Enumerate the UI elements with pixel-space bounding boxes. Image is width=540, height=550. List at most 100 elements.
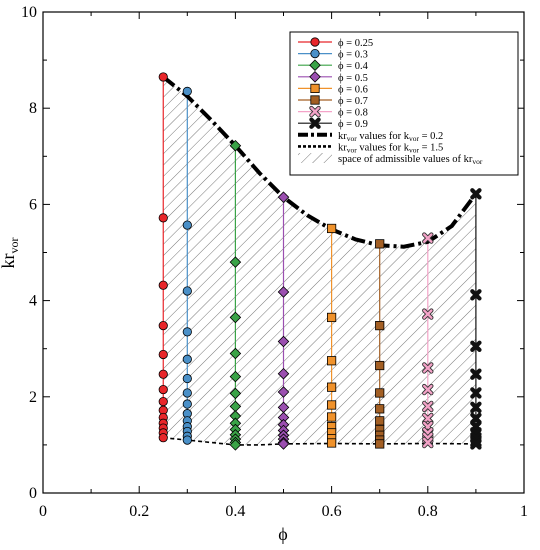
- data-point: [326, 223, 337, 234]
- x-tick-label: 1: [520, 503, 528, 520]
- data-point: [158, 384, 168, 395]
- data-point: [229, 387, 242, 400]
- legend-marker: [309, 71, 321, 83]
- legend-marker: [310, 95, 320, 105]
- data-point: [182, 327, 192, 337]
- bound-curves: [162, 75, 478, 446]
- data-point: [277, 386, 290, 398]
- data-point: [277, 367, 290, 380]
- data-point: [182, 354, 192, 364]
- legend-label: ϕ = 0.8: [338, 108, 368, 119]
- x-tick-label: 0: [39, 503, 47, 520]
- data-point: [182, 388, 192, 398]
- hatch-area: [163, 76, 476, 445]
- data-point: [326, 412, 337, 422]
- legend-label: ϕ = 0.7: [338, 96, 368, 107]
- y-tick-label: 10: [21, 4, 37, 21]
- legend-label: ϕ = 0.6: [338, 84, 368, 95]
- data-point: [229, 439, 242, 451]
- data-point: [158, 433, 168, 443]
- y-tick-label: 6: [29, 196, 37, 213]
- data-point: [422, 232, 434, 244]
- data-point: [158, 349, 168, 360]
- data-point: [182, 373, 192, 384]
- x-axis-label: ϕ: [278, 524, 287, 544]
- data-point: [375, 416, 385, 426]
- data-point: [182, 435, 192, 445]
- legend-label: ϕ = 0.5: [338, 73, 368, 84]
- data-point: [277, 286, 290, 298]
- legend-label: ϕ = 0.3: [338, 50, 368, 61]
- lower-bound-curve: [163, 436, 476, 446]
- legend: ϕ = 0.25ϕ = 0.3ϕ = 0.4ϕ = 0.5ϕ = 0.6ϕ = …: [289, 31, 519, 176]
- admissible-region: [163, 76, 476, 445]
- data-point: [422, 383, 434, 396]
- data-point: [470, 368, 482, 380]
- x-tick-label: 0.4: [225, 503, 245, 520]
- y-axis-label: krvor: [0, 238, 21, 269]
- y-tick-label: 2: [29, 389, 37, 406]
- data-point: [182, 286, 192, 296]
- legend-marker: [309, 59, 321, 71]
- data-point: [326, 400, 337, 410]
- data-point: [277, 191, 290, 203]
- data-point: [375, 439, 385, 449]
- data-point: [375, 360, 385, 371]
- legend-label: ϕ = 0.9: [338, 119, 368, 130]
- x-tick-label: 0.2: [129, 503, 149, 520]
- data-point: [229, 347, 242, 360]
- data-point: [375, 388, 385, 398]
- data-point: [470, 340, 482, 352]
- data-point: [470, 438, 482, 450]
- legend-label: ϕ = 0.25: [338, 38, 373, 49]
- legend-marker: [310, 48, 320, 59]
- upper-bound-curve: [162, 75, 478, 249]
- legend-hatch: [298, 153, 332, 163]
- data-point: [326, 382, 337, 392]
- data-point: [422, 308, 434, 320]
- data-point: [422, 362, 434, 374]
- data-point: [326, 356, 337, 366]
- legend-label: krvor values for kvor = 1.5: [338, 142, 443, 154]
- data-point: [277, 335, 290, 348]
- data-point: [182, 220, 192, 230]
- data-point: [326, 438, 337, 448]
- data-point: [470, 412, 482, 425]
- data-point: [158, 321, 168, 331]
- x-tick-label: 0.6: [322, 503, 342, 520]
- data-point: [470, 401, 482, 414]
- series-markers: [158, 72, 482, 451]
- data-point: [375, 404, 385, 414]
- data-point: [229, 370, 242, 383]
- data-point: [470, 387, 482, 399]
- y-tick-label: 4: [29, 293, 37, 310]
- data-point: [229, 139, 242, 152]
- y-tick-label: 0: [29, 485, 37, 502]
- data-point: [277, 438, 290, 450]
- x-tick-label: 0.8: [418, 503, 438, 520]
- data-point: [158, 213, 168, 223]
- legend-marker: [310, 83, 320, 93]
- data-point: [158, 369, 168, 379]
- data-point: [422, 412, 434, 425]
- data-point: [182, 86, 192, 96]
- y-tick-label: 8: [29, 100, 37, 117]
- data-point: [158, 280, 168, 290]
- data-point: [158, 397, 168, 407]
- legend-label: ϕ = 0.4: [338, 61, 369, 72]
- legend-marker: [309, 117, 321, 129]
- legend-marker: [310, 37, 320, 47]
- data-point: [326, 312, 337, 323]
- data-point: [375, 239, 385, 249]
- legend-marker: [309, 105, 321, 118]
- data-point: [375, 321, 385, 331]
- data-point: [422, 400, 434, 413]
- data-point: [470, 289, 482, 301]
- legend-label: krvor values for kvor = 0.2: [338, 131, 443, 143]
- data-point: [158, 72, 168, 82]
- data-point: [470, 188, 482, 200]
- data-point: [229, 256, 242, 268]
- legend-label: space of admissible values of krvor: [338, 154, 483, 166]
